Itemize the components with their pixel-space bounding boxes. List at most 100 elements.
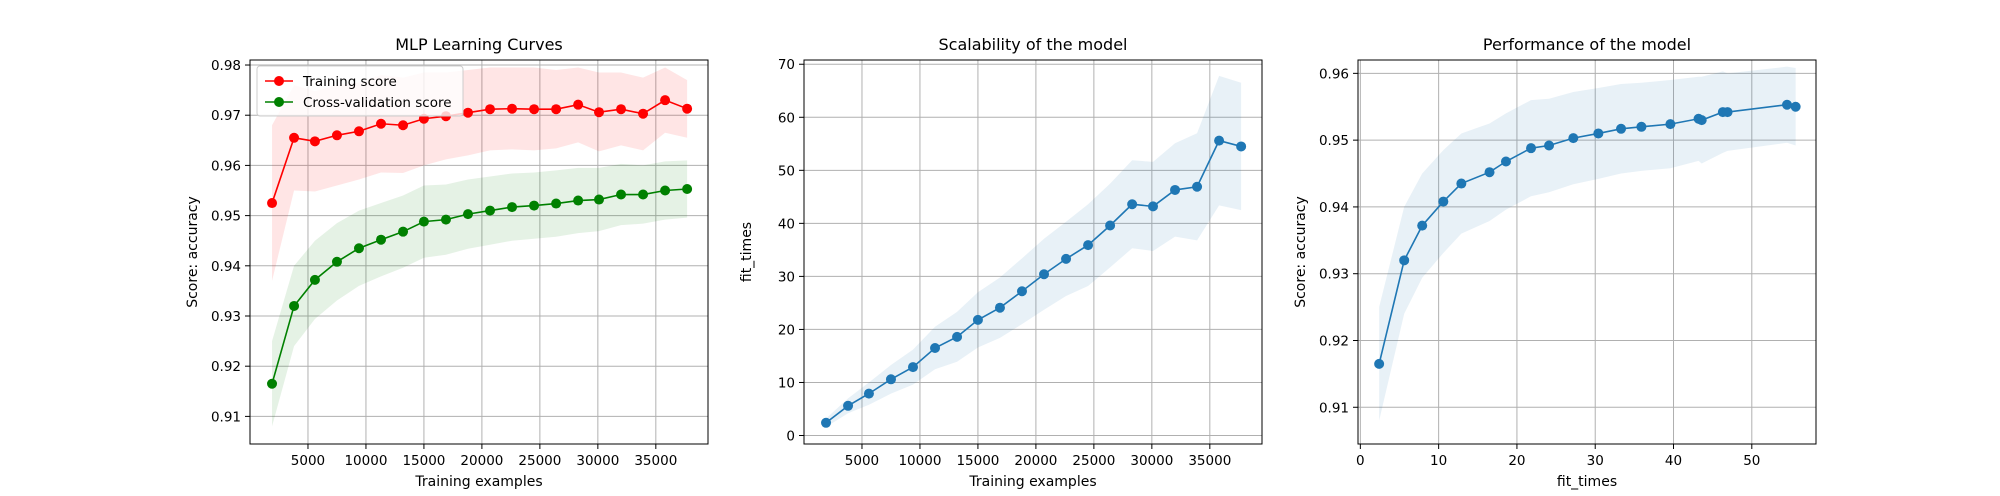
data-point: [1399, 255, 1410, 266]
data-point: [1148, 201, 1159, 212]
grid: [804, 60, 1262, 444]
y-tick-label: 40: [778, 216, 795, 232]
data-point: [821, 417, 832, 428]
legend-label: Cross-validation score: [303, 95, 452, 111]
x-tick-label: 40: [1665, 453, 1682, 469]
y-tick-label: 0.94: [211, 259, 241, 275]
y-tick-label: 0.91: [211, 409, 241, 425]
x-tick-label: 20000: [1014, 453, 1057, 469]
panel-learning-curves: 5000 10000 15000 20000 25000 30000 35000 0.91 0.…: [185, 35, 709, 490]
data-point: [485, 104, 496, 115]
data-point: [1665, 119, 1676, 130]
series-0: [821, 75, 1247, 428]
confidence-band: [826, 75, 1242, 428]
x-tick-label: 50: [1743, 453, 1760, 469]
y-tick-label: 0.96: [1319, 66, 1349, 82]
data-point: [1636, 121, 1647, 132]
data-point: [594, 107, 605, 118]
data-point: [1616, 123, 1627, 134]
data-point: [638, 108, 649, 119]
y-tick-label: 20: [778, 322, 795, 338]
data-point: [1438, 196, 1449, 207]
data-point: [331, 130, 342, 141]
data-point: [376, 234, 387, 245]
x-axis-label: fit_times: [1557, 474, 1617, 490]
data-point: [1192, 181, 1203, 192]
chart-title: Performance of the model: [1483, 35, 1691, 54]
data-point: [616, 189, 627, 200]
y-tick-label: 0: [786, 429, 795, 445]
data-point: [1484, 167, 1495, 178]
y-axis-label: fit_times: [739, 222, 755, 282]
x-tick-label: 15000: [956, 453, 999, 469]
data-point: [863, 388, 874, 399]
data-point: [289, 132, 300, 143]
y-tick-label: 0.94: [1319, 200, 1349, 216]
data-point: [398, 120, 409, 131]
data-point: [1526, 143, 1537, 154]
data-point: [309, 136, 320, 147]
y-tick-label: 0.98: [211, 58, 241, 74]
x-tick-label: 30000: [576, 453, 619, 469]
data-point: [1456, 178, 1467, 189]
data-point: [440, 214, 451, 225]
data-point: [353, 243, 364, 254]
data-point: [682, 184, 693, 195]
data-point: [309, 274, 320, 285]
data-point: [1061, 253, 1072, 264]
data-point: [1039, 269, 1050, 280]
axes-frame: [1357, 59, 1817, 445]
data-point: [1170, 184, 1181, 195]
data-point: [289, 300, 300, 311]
data-point: [1083, 240, 1094, 251]
chart-title: Scalability of the model: [939, 35, 1128, 54]
x-tick-label: 15000: [402, 453, 445, 469]
data-point: [907, 362, 918, 373]
data-point: [594, 194, 605, 205]
panel-scalability: 5000 10000 15000 20000 25000 30000 35000 0 10 20 3…: [739, 35, 1263, 490]
confidence-band: [272, 160, 688, 427]
data-point: [267, 378, 278, 389]
x-tick-label: 10000: [344, 453, 387, 469]
data-point: [1782, 99, 1793, 110]
x-tick-label: 20: [1508, 453, 1525, 469]
data-point: [1790, 101, 1801, 112]
grid: [250, 60, 708, 444]
axes-frame: [249, 59, 709, 445]
data-point: [616, 104, 627, 115]
series-1: [267, 160, 693, 427]
data-point: [1568, 133, 1579, 144]
chart-title: MLP Learning Curves: [395, 35, 563, 54]
x-tick-label: 20000: [460, 453, 503, 469]
data-point: [551, 104, 562, 115]
data-point: [1417, 220, 1428, 231]
y-tick-label: 30: [778, 269, 795, 285]
data-point: [1016, 286, 1027, 297]
data-point: [638, 189, 649, 200]
y-tick-label: 0.97: [211, 108, 241, 124]
y-tick-label: 10: [778, 375, 795, 391]
data-point: [930, 343, 941, 353]
x-tick-label: 10000: [898, 453, 941, 469]
y-axis-label: Score: accuracy: [1293, 196, 1309, 308]
y-tick-label: 50: [778, 163, 795, 179]
x-axis-label: Training examples: [968, 474, 1096, 490]
data-point: [507, 202, 518, 213]
legend-marker: [274, 76, 284, 86]
y-tick-label: 0.91: [1319, 400, 1349, 416]
x-tick-label: 5000: [845, 453, 879, 469]
axes-frame: [803, 59, 1263, 445]
data-point: [529, 104, 540, 115]
data-point: [972, 314, 983, 325]
legend-marker: [274, 97, 284, 107]
confidence-band: [1379, 66, 1796, 421]
data-point: [952, 331, 963, 342]
data-point: [885, 374, 896, 385]
data-point: [376, 118, 387, 129]
data-point: [573, 99, 584, 110]
x-axis-label: Training examples: [414, 474, 542, 490]
x-tick-label: 30000: [1130, 453, 1173, 469]
x-tick-label: 35000: [1188, 453, 1231, 469]
x-tick-label: 35000: [634, 453, 677, 469]
